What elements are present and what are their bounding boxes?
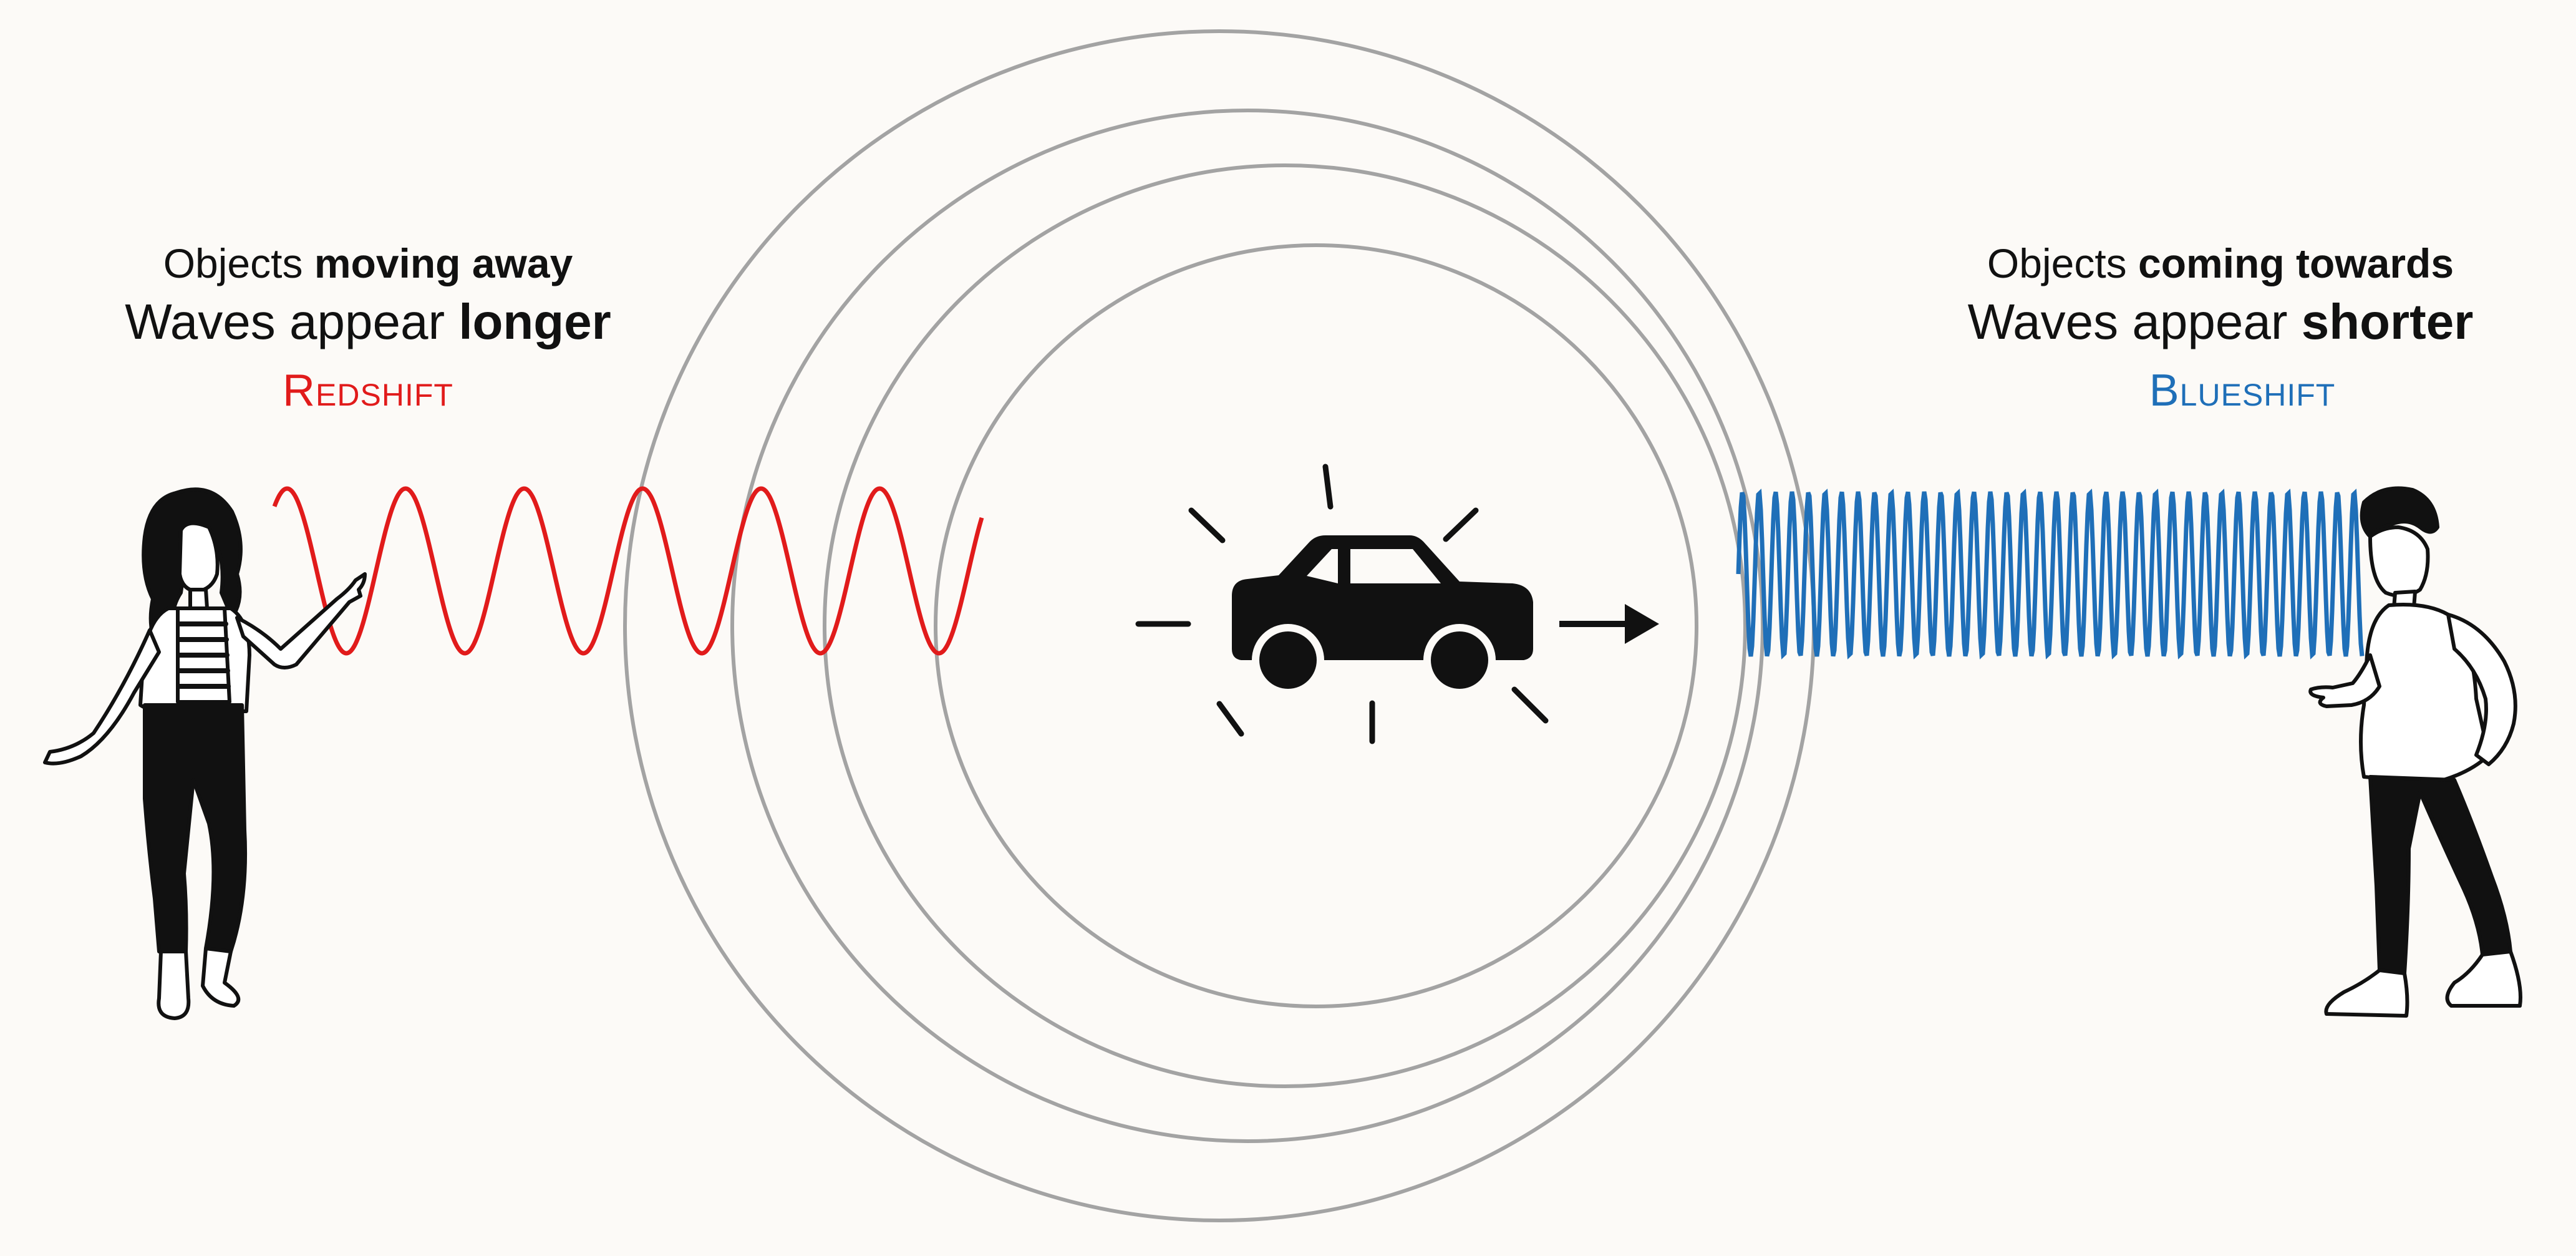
light-rays: [1135, 464, 1549, 744]
right-caption-line2: Waves appear shorter: [1934, 291, 2507, 353]
left-line1-emphasis: moving away: [314, 240, 573, 286]
right-caption-line1: Objects coming towards: [1934, 236, 2507, 291]
pants: [2368, 775, 2512, 975]
wavefront-circle-2: [730, 109, 1765, 1143]
left-line2-emphasis: longer: [458, 294, 611, 349]
right-line1-emphasis: coming towards: [2138, 240, 2454, 286]
left-caption-line2: Waves appear longer: [112, 291, 624, 353]
woman-pointing-figure: [43, 487, 367, 1020]
blueshift-label: Blueshift: [2149, 366, 2336, 416]
left-line2-text: Waves appear: [125, 294, 459, 349]
left-line1-text: Objects: [163, 240, 314, 286]
pants: [143, 703, 248, 953]
left-caption-line1: Objects moving away: [112, 236, 624, 291]
blueshift-caption: Objects coming towards Waves appear shor…: [1934, 236, 2507, 428]
wavefront-circle-3: [823, 163, 1747, 1088]
right-line2-emphasis: shorter: [2301, 294, 2474, 349]
face: [178, 521, 220, 593]
man-standing-figure: [2308, 486, 2522, 1018]
redshift-label: Redshift: [283, 366, 453, 416]
blueshift-wave: [1736, 489, 2365, 660]
car-group: [1135, 464, 1659, 744]
redshift-caption: Objects moving away Waves appear longer …: [112, 236, 624, 428]
redshift-wave: [272, 486, 984, 656]
right-line2-text: Waves appear: [1967, 294, 2302, 349]
wavefront-circle-4: [934, 243, 1698, 1008]
right-line1-text: Objects: [1987, 240, 2139, 286]
car-icon: [1232, 535, 1533, 696]
arrow-right-icon: [1559, 604, 1659, 644]
